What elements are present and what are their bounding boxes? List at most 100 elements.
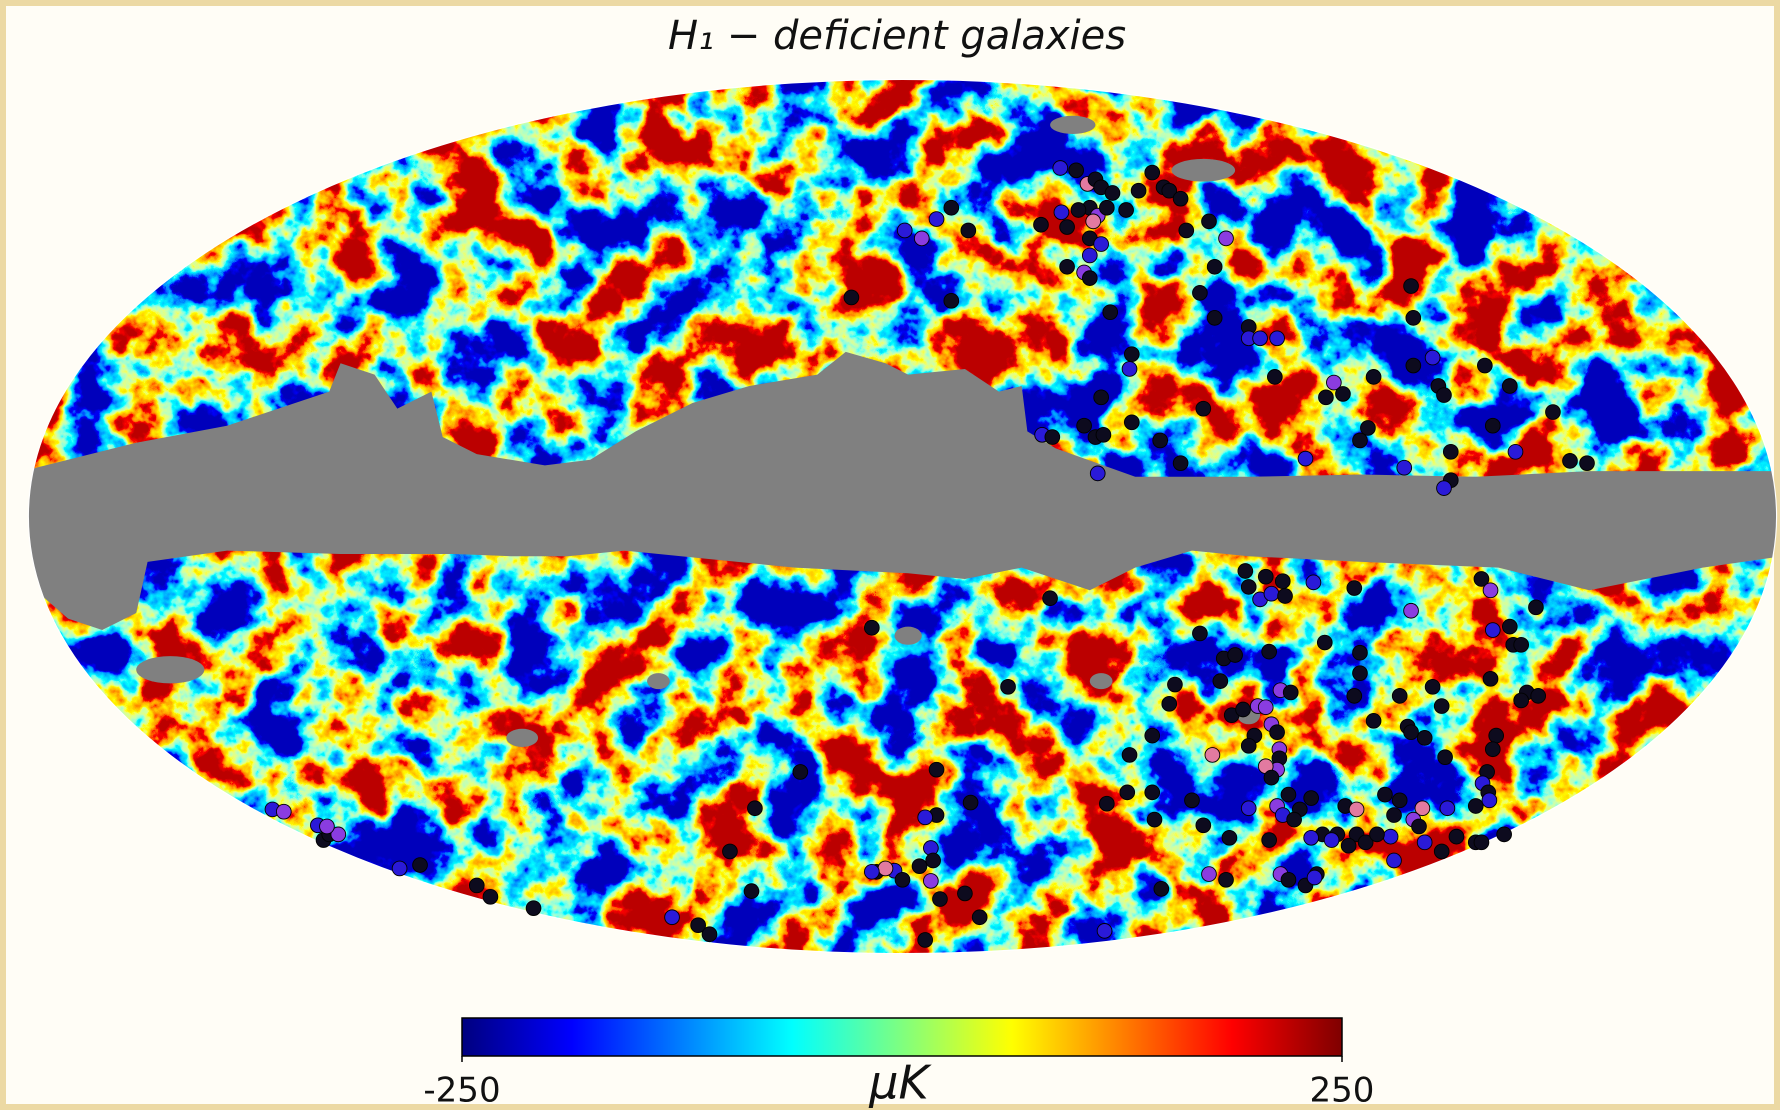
galaxy-marker: [1093, 236, 1109, 252]
galaxy-marker: [1263, 585, 1280, 602]
galaxy-marker: [1513, 636, 1530, 653]
galaxy-marker: [1195, 817, 1212, 834]
galaxy-marker: [1235, 701, 1251, 718]
galaxy-marker: [1391, 688, 1408, 704]
galaxy-marker: [664, 909, 680, 926]
galaxy-marker: [319, 818, 335, 835]
galaxy-marker: [1484, 417, 1501, 434]
galaxy-marker: [864, 864, 880, 880]
galaxy-marker: [1257, 699, 1274, 716]
galaxy-marker: [1221, 829, 1238, 846]
galaxy-marker: [1442, 443, 1459, 460]
galaxy-marker: [1467, 798, 1484, 814]
galaxy-marker: [1098, 199, 1115, 216]
galaxy-marker: [923, 873, 939, 889]
galaxy-marker: [1346, 688, 1363, 704]
galaxy-marker: [1085, 213, 1102, 230]
galaxy-marker: [1172, 190, 1189, 207]
galaxy-marker: [1227, 647, 1243, 663]
galaxy-marker: [1579, 455, 1595, 471]
galaxy-marker: [1195, 400, 1212, 417]
galaxy-marker: [1530, 688, 1547, 704]
galaxy-marker: [1424, 349, 1441, 366]
galaxy-marker: [1416, 834, 1433, 851]
galaxy-marker: [1403, 278, 1419, 294]
galaxy-marker: [1501, 378, 1518, 394]
galaxy-marker: [1167, 676, 1183, 693]
galaxy-marker: [1481, 792, 1498, 809]
galaxy-marker: [1357, 834, 1374, 851]
galaxy-marker: [1488, 727, 1505, 744]
galaxy-marker: [1257, 568, 1274, 585]
galaxy-marker: [1335, 386, 1351, 402]
galaxy-marker: [1261, 643, 1277, 660]
galaxy-marker: [743, 883, 760, 899]
galaxy-marker: [1123, 346, 1140, 363]
colorbar: [461, 1017, 1343, 1062]
galaxy-marker: [1146, 811, 1163, 828]
galaxy-marker: [1218, 230, 1234, 247]
galaxy-marker: [1144, 164, 1161, 181]
chart-title: H₁ − deficient galaxies: [668, 13, 1126, 59]
galaxy-marker: [1501, 618, 1518, 635]
galaxy-marker: [1303, 790, 1319, 806]
galaxy-marker: [1089, 465, 1106, 482]
galaxy-marker: [1153, 881, 1170, 897]
galaxy-marker: [1068, 162, 1085, 179]
galaxy-marker: [1269, 330, 1285, 347]
galaxy-marker: [1477, 357, 1493, 374]
galaxy-marker: [412, 857, 428, 873]
colorbar-tick-label: 250: [1310, 1071, 1375, 1110]
galaxy-marker: [1433, 698, 1450, 714]
galaxy-marker: [1123, 414, 1140, 431]
galaxy-marker: [1095, 426, 1112, 443]
galaxy-marker: [1306, 869, 1323, 886]
galaxy-marker: [1263, 769, 1280, 786]
galaxy-marker: [1365, 369, 1382, 385]
galaxy-marker: [1218, 871, 1234, 888]
galaxy-marker: [1411, 818, 1427, 835]
colorbar-label: μK: [868, 1056, 932, 1110]
galaxy-marker: [864, 619, 880, 636]
galaxy-marker: [1562, 453, 1578, 469]
galaxy-marker: [1424, 678, 1441, 695]
galaxy-marker: [275, 803, 292, 820]
galaxy-marker: [943, 199, 960, 216]
galaxy-marker: [1192, 285, 1208, 301]
galaxy-marker: [1473, 834, 1490, 851]
galaxy-marker: [1437, 749, 1453, 766]
galaxy-marker: [1352, 432, 1368, 449]
galaxy-marker: [1172, 455, 1189, 471]
galaxy-marker: [1352, 644, 1368, 661]
galaxy-marker: [1391, 792, 1408, 809]
galaxy-marker: [1326, 374, 1342, 391]
galaxy-marker: [701, 926, 718, 943]
galaxy-marker: [1280, 786, 1297, 803]
galaxy-marker: [1386, 852, 1402, 869]
galaxy-marker: [925, 852, 941, 869]
galaxy-marker: [1303, 829, 1319, 846]
galaxy-marker: [1482, 582, 1499, 599]
galaxy-marker: [1098, 795, 1115, 812]
galaxy-marker: [1346, 580, 1363, 596]
galaxy-marker: [1000, 678, 1016, 695]
galaxy-marker: [330, 826, 347, 843]
galaxy-marker: [1316, 634, 1333, 651]
galaxy-marker: [1340, 837, 1357, 854]
galaxy-marker: [1323, 832, 1340, 848]
galaxy-marker: [1403, 602, 1419, 619]
galaxy-marker: [1206, 258, 1223, 275]
galaxy-marker: [525, 900, 542, 916]
galaxy-marker: [1403, 724, 1419, 741]
galaxy-marker: [1033, 216, 1049, 233]
colorbar-scale: [461, 1017, 1343, 1057]
galaxy-marker: [792, 764, 809, 780]
galaxy-marker: [962, 794, 979, 811]
galaxy-marker: [957, 885, 973, 902]
galaxy-marker: [1414, 800, 1431, 817]
sky-map: [27, 78, 1778, 955]
galaxy-marker: [1386, 807, 1402, 823]
galaxy-marker: [1081, 270, 1098, 286]
